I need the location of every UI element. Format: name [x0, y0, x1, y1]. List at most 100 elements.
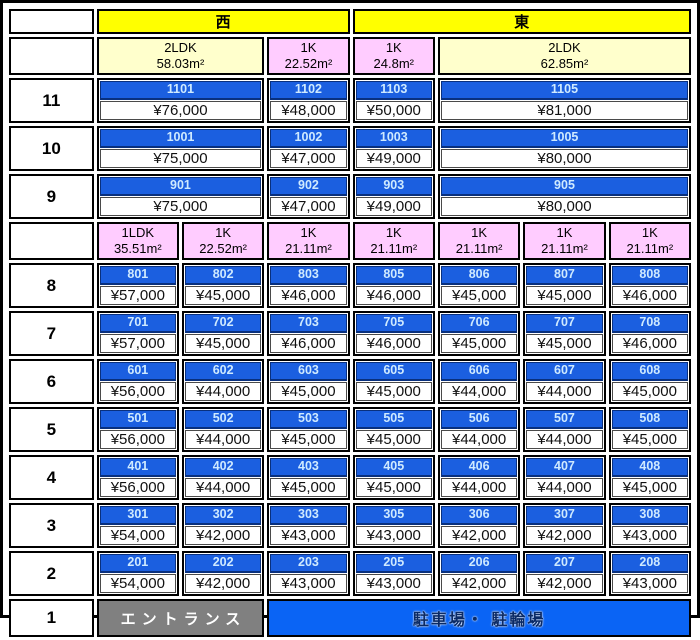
room-price: ¥45,000	[270, 430, 347, 449]
room-price: ¥50,000	[355, 101, 432, 120]
room-price: ¥56,000	[99, 478, 176, 497]
room-price: ¥81,000	[440, 101, 688, 120]
room-price: ¥48,000	[270, 101, 347, 120]
room-price: ¥75,000	[99, 149, 262, 168]
room-price: ¥44,000	[440, 478, 518, 497]
unit-cell: 808 ¥46,000	[608, 263, 691, 308]
floor-label: 3	[9, 503, 94, 548]
room-price: ¥46,000	[355, 286, 432, 305]
room-number: 302	[184, 506, 262, 525]
room-number: 207	[526, 554, 603, 573]
room-price: ¥43,000	[355, 526, 432, 545]
unit-type-cell: 1K 22.52m²	[181, 222, 265, 260]
unit-cell: 708 ¥46,000	[608, 311, 691, 356]
room-number: 1001	[99, 129, 262, 148]
room-number: 608	[611, 362, 688, 381]
unit-cell: 201 ¥54,000	[96, 551, 179, 596]
unit-cell: 1105 ¥81,000	[437, 78, 691, 123]
unit-type-area: 22.52m²	[199, 241, 247, 256]
unit-cell: 1103 ¥50,000	[352, 78, 435, 123]
room-price: ¥42,000	[440, 526, 518, 545]
unit-cell: 903 ¥49,000	[352, 174, 435, 219]
unit-cell: 703 ¥46,000	[267, 311, 350, 356]
floor-label: 2	[9, 551, 94, 596]
unit-type-label: 2LDK	[548, 39, 581, 55]
unit-cell: 806 ¥45,000	[437, 263, 521, 308]
room-number: 201	[99, 554, 176, 573]
unit-cell: 707 ¥45,000	[523, 311, 606, 356]
unit-cell: 305 ¥43,000	[352, 503, 435, 548]
room-price: ¥45,000	[526, 286, 603, 305]
unit-cell: 802 ¥45,000	[181, 263, 265, 308]
floor-column-spacer	[9, 222, 94, 260]
room-price: ¥44,000	[526, 478, 603, 497]
room-price: ¥45,000	[440, 334, 518, 353]
room-number: 301	[99, 506, 176, 525]
room-number: 1003	[355, 129, 432, 148]
unit-cell: 505 ¥45,000	[352, 407, 435, 452]
room-price: ¥47,000	[270, 149, 347, 168]
floor-column-spacer	[9, 37, 94, 75]
room-number: 808	[611, 266, 688, 285]
room-price: ¥56,000	[99, 382, 176, 401]
room-number: 401	[99, 458, 176, 477]
room-number: 702	[184, 314, 262, 333]
room-price: ¥45,000	[611, 382, 688, 401]
room-number: 801	[99, 266, 176, 285]
room-number: 807	[526, 266, 603, 285]
room-number: 705	[355, 314, 432, 333]
unit-cell: 308 ¥43,000	[608, 503, 691, 548]
room-number: 901	[99, 177, 262, 196]
room-number: 508	[611, 410, 688, 429]
floor-label: 9	[9, 174, 94, 219]
room-price: ¥44,000	[440, 382, 518, 401]
room-price: ¥44,000	[440, 430, 518, 449]
room-price: ¥42,000	[440, 574, 518, 593]
room-price: ¥76,000	[99, 101, 262, 120]
floor-label: 4	[9, 455, 94, 500]
room-number: 505	[355, 410, 432, 429]
room-price: ¥49,000	[355, 197, 432, 216]
unit-type-label: 1LDK	[121, 224, 155, 240]
unit-cell: 405 ¥45,000	[352, 455, 435, 500]
unit-cell: 607 ¥44,000	[523, 359, 606, 404]
unit-cell: 608 ¥45,000	[608, 359, 691, 404]
floor-label: 5	[9, 407, 94, 452]
unit-cell: 1102 ¥48,000	[267, 78, 350, 123]
unit-cell: 705 ¥46,000	[352, 311, 435, 356]
room-number: 607	[526, 362, 603, 381]
floor-label: 10	[9, 126, 94, 171]
room-number: 905	[440, 177, 688, 196]
room-number: 206	[440, 554, 518, 573]
unit-type-area: 62.85m²	[540, 56, 589, 71]
room-number: 502	[184, 410, 262, 429]
unit-cell: 807 ¥45,000	[523, 263, 606, 308]
room-price: ¥45,000	[355, 382, 432, 401]
room-price: ¥43,000	[611, 574, 688, 593]
room-number: 707	[526, 314, 603, 333]
unit-type-area: 21.11m²	[285, 241, 332, 256]
room-price: ¥80,000	[440, 149, 688, 168]
unit-cell: 605 ¥45,000	[352, 359, 435, 404]
unit-cell: 508 ¥45,000	[608, 407, 691, 452]
room-price: ¥54,000	[99, 526, 176, 545]
unit-cell: 602 ¥44,000	[181, 359, 265, 404]
room-number: 902	[270, 177, 347, 196]
room-number: 501	[99, 410, 176, 429]
room-number: 602	[184, 362, 262, 381]
room-number: 203	[270, 554, 347, 573]
room-price: ¥42,000	[184, 574, 262, 593]
unit-cell: 208 ¥43,000	[608, 551, 691, 596]
unit-type-area: 21.11m²	[541, 241, 588, 256]
room-price: ¥45,000	[611, 430, 688, 449]
unit-cell: 403 ¥45,000	[267, 455, 350, 500]
room-price: ¥45,000	[184, 286, 262, 305]
room-price: ¥45,000	[355, 478, 432, 497]
room-price: ¥43,000	[270, 526, 347, 545]
unit-cell: 606 ¥44,000	[437, 359, 521, 404]
unit-type-cell: 1K 24.8m²	[352, 37, 435, 75]
room-number: 606	[440, 362, 518, 381]
room-number: 405	[355, 458, 432, 477]
room-number: 406	[440, 458, 518, 477]
